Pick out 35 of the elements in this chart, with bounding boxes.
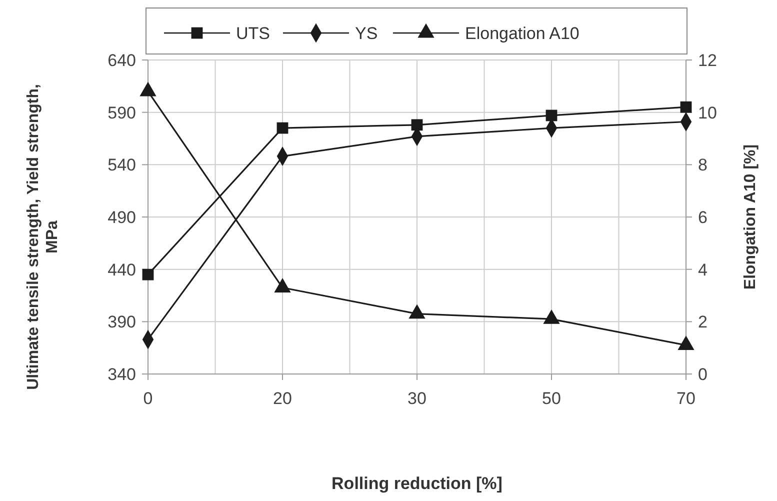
point — [546, 110, 558, 122]
legend-label: UTS — [236, 24, 270, 43]
y-tick-label: 640 — [108, 50, 136, 70]
y-tick-label: 440 — [108, 260, 136, 280]
y2-tick-label: 6 — [698, 208, 708, 227]
y2-axis-title: Elongation A10 [%] — [742, 144, 759, 290]
x-tick-label: 20 — [273, 389, 292, 408]
y-tick-label: 340 — [108, 364, 136, 384]
point — [543, 309, 560, 324]
point — [140, 82, 156, 96]
x-tick-label: 50 — [542, 389, 561, 408]
point — [678, 336, 694, 350]
point — [276, 122, 288, 134]
y-axis-title: Ultimate tensile strength, Yield strength, MPa — [25, 84, 61, 390]
x-tick-label: 30 — [408, 389, 426, 408]
legend-label: Elongation A10 — [465, 24, 580, 43]
y-tick-label: 590 — [108, 103, 136, 122]
y2-tick-label: 8 — [698, 156, 708, 175]
point — [274, 278, 291, 292]
x-tick-label: 70 — [676, 389, 696, 408]
y2-tick-label: 12 — [698, 50, 717, 70]
point — [680, 101, 692, 113]
y-tick-label: 490 — [108, 208, 136, 227]
point — [142, 268, 154, 280]
legend-label: YS — [355, 24, 378, 43]
point — [411, 119, 423, 131]
y2-tick-label: 0 — [698, 364, 708, 384]
point — [408, 304, 426, 319]
x-tick-label: 0 — [143, 389, 153, 408]
y-tick-label: 540 — [108, 156, 136, 175]
y2-tick-label: 4 — [698, 260, 708, 280]
y2-tick-label: 2 — [698, 312, 708, 332]
x-axis-title: Rolling reduction [%] — [332, 474, 502, 493]
y-tick-label: 390 — [108, 312, 136, 332]
y2-tick-label: 10 — [698, 103, 717, 122]
